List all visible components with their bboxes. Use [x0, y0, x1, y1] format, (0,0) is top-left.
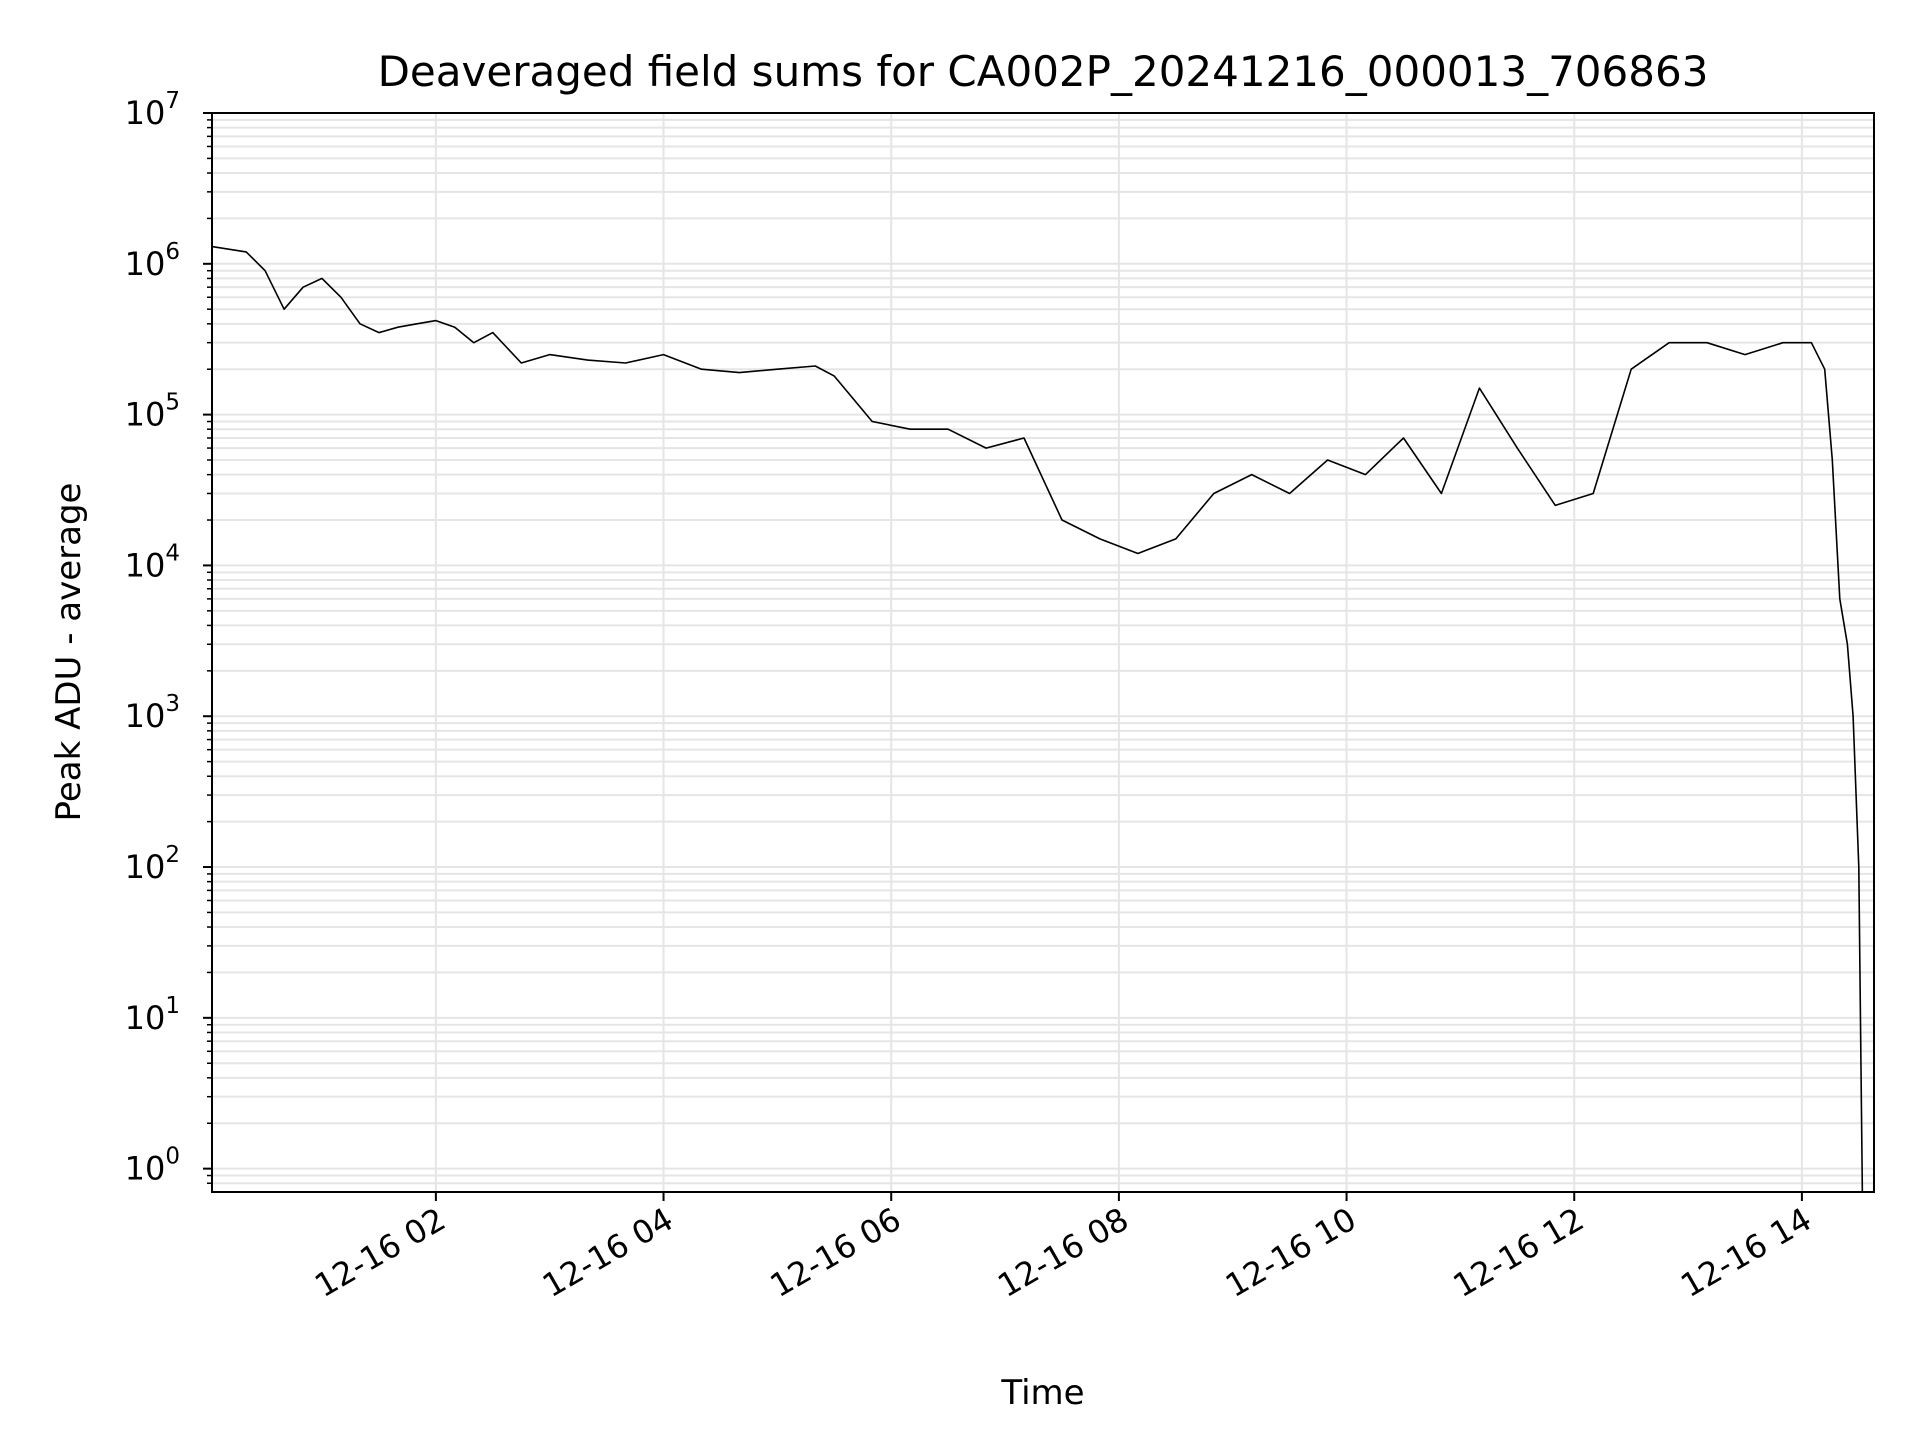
y-tick-label: 105	[125, 390, 180, 434]
grid	[212, 112, 1874, 1192]
y-tick-label: 107	[125, 88, 180, 132]
axes-frame	[211, 112, 1875, 1193]
y-tick-label: 100	[125, 1144, 180, 1188]
x-axis-label: Time	[1000, 1373, 1084, 1413]
y-axis-label: Peak ADU - average	[49, 483, 89, 822]
y-tick-label: 101	[125, 993, 180, 1037]
chart-title: Deaveraged field sums for CA002P_2024121…	[378, 47, 1709, 96]
series-line	[212, 245, 1864, 1192]
y-tick-label: 104	[125, 540, 180, 584]
y-tick-label: 106	[125, 239, 180, 283]
y-tick-label: 103	[125, 691, 180, 735]
plot-area	[212, 245, 1864, 1192]
y-tick-label: 102	[125, 842, 180, 886]
